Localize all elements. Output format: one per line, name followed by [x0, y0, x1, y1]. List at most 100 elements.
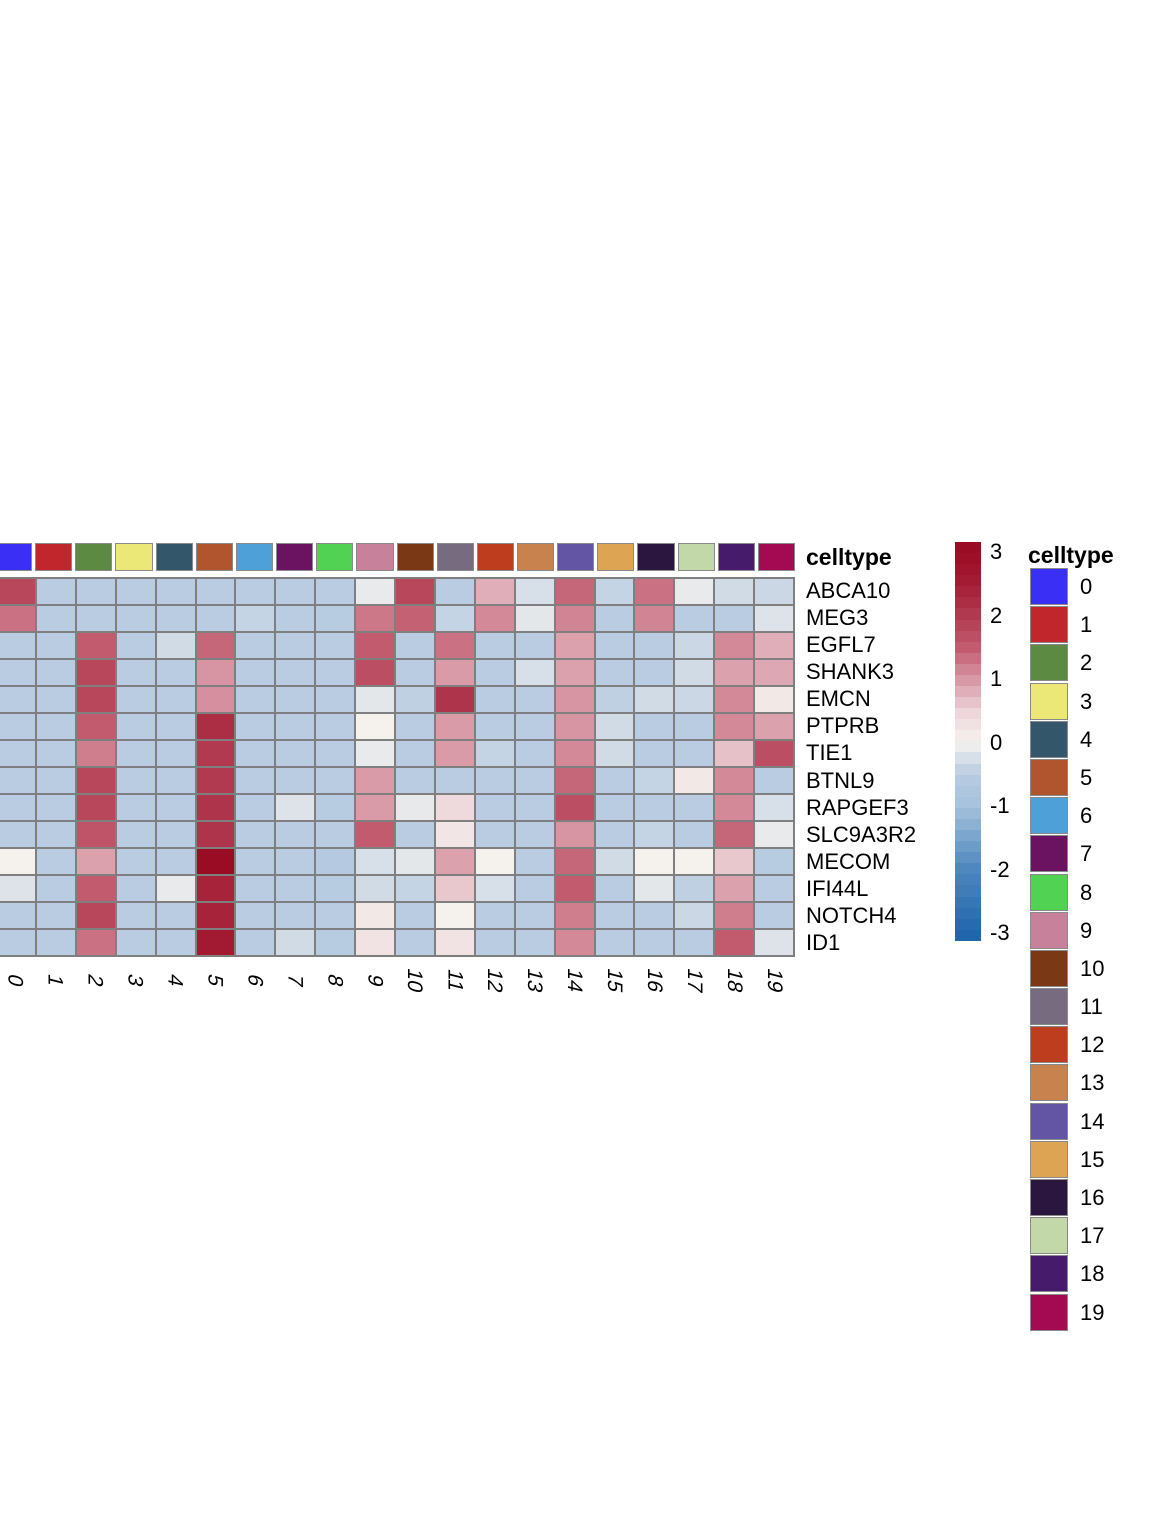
- colorbar-step: [955, 597, 981, 609]
- heatmap-cell: [555, 822, 594, 847]
- heatmap-cell: [0, 687, 35, 712]
- column-label-slot: 3: [115, 960, 155, 1012]
- heatmap-cell: [0, 849, 35, 874]
- heatmap-cell: [435, 687, 474, 712]
- row-label-gene: IFI44L: [806, 876, 869, 902]
- heatmap-cell: [675, 633, 714, 658]
- heatmap-cell: [675, 903, 714, 928]
- colorbar-step: [955, 807, 981, 819]
- heatmap-cell: [515, 714, 554, 739]
- heatmap-cell: [555, 849, 594, 874]
- heatmap-cell: [36, 822, 75, 847]
- legend-item-celltype-7: 7: [1030, 835, 1150, 873]
- legend-swatch: [1030, 949, 1068, 987]
- heatmap-cell: [76, 822, 115, 847]
- heatmap-cell: [555, 579, 594, 604]
- column-label: 6: [243, 971, 267, 990]
- heatmap-cell: [116, 849, 155, 874]
- heatmap-cell: [595, 606, 634, 631]
- heatmap-cell: [196, 741, 235, 766]
- legend-item-celltype-2: 2: [1030, 644, 1150, 682]
- legend-swatch: [1030, 1064, 1068, 1102]
- annotation-cell-celltype-9: [356, 543, 394, 571]
- heatmap-cell: [595, 714, 634, 739]
- column-label: 16: [643, 965, 667, 996]
- heatmap-cell: [475, 822, 514, 847]
- legend-item-celltype-5: 5: [1030, 758, 1150, 797]
- colorbar-step: [955, 752, 981, 764]
- row-label-gene: SHANK3: [806, 658, 895, 684]
- heatmap-cell: [276, 579, 315, 604]
- colorbar-step: [955, 697, 981, 709]
- heatmap-cell: [675, 930, 714, 955]
- heatmap-cell: [755, 903, 793, 928]
- heatmap-cell: [236, 768, 275, 793]
- annotation-cell-celltype-4: [155, 543, 193, 571]
- heatmap-cell: [515, 633, 554, 658]
- legend-swatch: [1030, 1179, 1068, 1216]
- heatmap-cell: [635, 849, 674, 874]
- heatmap-cell: [715, 876, 754, 901]
- heatmap-cell: [156, 660, 195, 685]
- heatmap-cell: [316, 768, 355, 793]
- legend-item-celltype-1: 1: [1030, 606, 1150, 644]
- heatmap-cell: [595, 876, 634, 901]
- column-label-slot: 15: [595, 960, 635, 1012]
- column-label-slot: 13: [515, 960, 555, 1012]
- heatmap-cell: [116, 930, 155, 955]
- colorbar: [955, 542, 981, 941]
- heatmap-cell: [116, 795, 155, 820]
- heatmap-cell: [515, 849, 554, 874]
- column-label: 7: [283, 971, 307, 990]
- legend-item-celltype-16: 16: [1030, 1179, 1150, 1217]
- heatmap-cell: [316, 795, 355, 820]
- column-label-slot: 17: [675, 960, 715, 1012]
- heatmap-cell: [236, 633, 275, 658]
- heatmap-cell: [36, 768, 75, 793]
- heatmap-cell: [755, 687, 793, 712]
- heatmap-cell: [196, 822, 235, 847]
- heatmap-cell: [0, 714, 35, 739]
- legend-swatch: [1030, 644, 1068, 682]
- heatmap-cell: [316, 930, 355, 955]
- column-annotation-bar: [0, 543, 795, 571]
- column-label-slot: 8: [315, 960, 355, 1012]
- heatmap-cell: [316, 687, 355, 712]
- heatmap-cell: [196, 768, 235, 793]
- heatmap-cell: [276, 606, 315, 631]
- annotation-cell-celltype-13: [516, 543, 555, 571]
- legend-label: 12: [1080, 1032, 1105, 1058]
- heatmap-cell: [475, 849, 514, 874]
- heatmap-cell: [715, 606, 754, 631]
- annotation-cell-celltype-17: [677, 543, 715, 571]
- heatmap-cell: [635, 768, 674, 793]
- annotation-cell-celltype-18: [717, 543, 755, 571]
- heatmap-cell: [675, 579, 714, 604]
- colorbar-tick-label: -2: [990, 856, 1010, 882]
- colorbar-step: [955, 630, 981, 642]
- heatmap-cell: [156, 579, 195, 604]
- legend-label: 10: [1080, 955, 1105, 981]
- row-label-gene: BTNL9: [806, 767, 875, 793]
- colorbar-step: [955, 763, 981, 775]
- heatmap-cell: [715, 633, 754, 658]
- colorbar-tick-label: 1: [990, 666, 1003, 691]
- heatmap-cell: [635, 795, 674, 820]
- heatmap-cell: [236, 903, 275, 928]
- column-label: 19: [763, 965, 787, 996]
- heatmap-cell: [715, 579, 754, 604]
- annotation-cell-celltype-11: [436, 543, 474, 571]
- heatmap-cell: [276, 930, 315, 955]
- annotation-cell-celltype-19: [757, 543, 795, 571]
- legend-item-celltype-4: 4: [1030, 720, 1150, 759]
- annotation-cell-celltype-8: [316, 543, 354, 571]
- heatmap-cell: [396, 876, 434, 901]
- heatmap-cell: [36, 795, 75, 820]
- heatmap-cell: [715, 930, 754, 955]
- heatmap-cell: [635, 741, 674, 766]
- heatmap-cell: [276, 822, 315, 847]
- colorbar-step: [955, 619, 981, 631]
- heatmap-cell: [675, 687, 714, 712]
- heatmap-cell: [156, 687, 195, 712]
- column-label-slot: 6: [235, 960, 275, 1012]
